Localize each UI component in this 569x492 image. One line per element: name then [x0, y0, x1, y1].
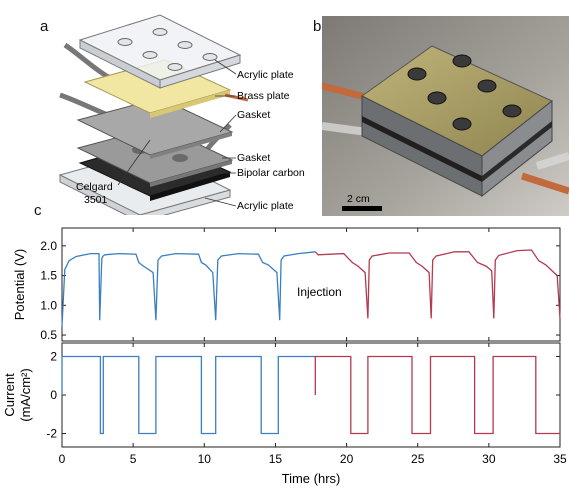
x-tick-label: 10: [198, 452, 212, 466]
plot-frame: [61, 342, 561, 448]
series-line-0: [61, 251, 316, 327]
x-tick-label: 0: [59, 452, 66, 466]
assembled-cell-photo: 2 cm: [322, 16, 569, 216]
x-tick-label: 15: [269, 452, 283, 466]
y-tick-label: 0.5: [40, 328, 57, 342]
series-line-0: [61, 355, 316, 435]
current-axis-label-line2: (mA/cm²): [18, 368, 33, 421]
gasket-top: [76, 97, 234, 159]
x-tick-label: 5: [130, 452, 137, 466]
plot-frame: [61, 227, 561, 342]
x-tick-label: 25: [411, 452, 425, 466]
injection-annotation: Injection: [297, 285, 342, 299]
x-tick-label: 20: [340, 452, 354, 466]
y-tick-label: 0: [50, 388, 57, 402]
current-axis-label-line1: Current: [2, 373, 17, 417]
potential-plot: 0.5 1.0 1.5 2.0 Potential (V) Injection: [12, 227, 561, 342]
x-tick-label: 30: [482, 452, 496, 466]
panel-label-a: a: [40, 18, 49, 35]
time-axis-label: Time (hrs): [282, 471, 341, 486]
label-gasket-bottom: Gasket: [237, 152, 270, 164]
label-acrylic-plate-top: Acrylic plate: [237, 69, 294, 81]
scale-bar-label: 2 cm: [347, 193, 370, 205]
potential-axis-label: Potential (V): [12, 249, 27, 321]
label-bipolar-carbon: Bipolar carbon: [237, 167, 305, 179]
x-tick-label: 35: [553, 452, 567, 466]
panel-label-b: b: [313, 18, 322, 35]
series-line-1: [314, 355, 560, 435]
label-celgard-line1: Celgard: [76, 181, 113, 193]
y-tick-label: 2: [50, 349, 57, 363]
y-tick-label: 1.0: [40, 298, 57, 312]
label-brass-plate: Brass plate: [237, 90, 290, 102]
tube-right: [535, 152, 569, 170]
label-celgard-line2: 3501: [84, 194, 108, 206]
exploded-cell-diagram: Acrylic plate Brass plate Gasket Gasket …: [58, 14, 305, 215]
scale-bar: [342, 206, 382, 211]
acrylic-plate-top: [78, 14, 242, 89]
label-acrylic-plate-bottom: Acrylic plate: [237, 200, 294, 212]
y-tick-label: 2.0: [40, 239, 57, 253]
copper-lead-right: [520, 172, 569, 195]
y-tick-label: 1.5: [40, 269, 57, 283]
bolts: [407, 54, 522, 131]
panel-label-c: c: [34, 202, 42, 219]
label-gasket-top: Gasket: [237, 109, 270, 121]
y-tick-label: -2: [46, 427, 57, 441]
series-line-1: [314, 249, 561, 319]
